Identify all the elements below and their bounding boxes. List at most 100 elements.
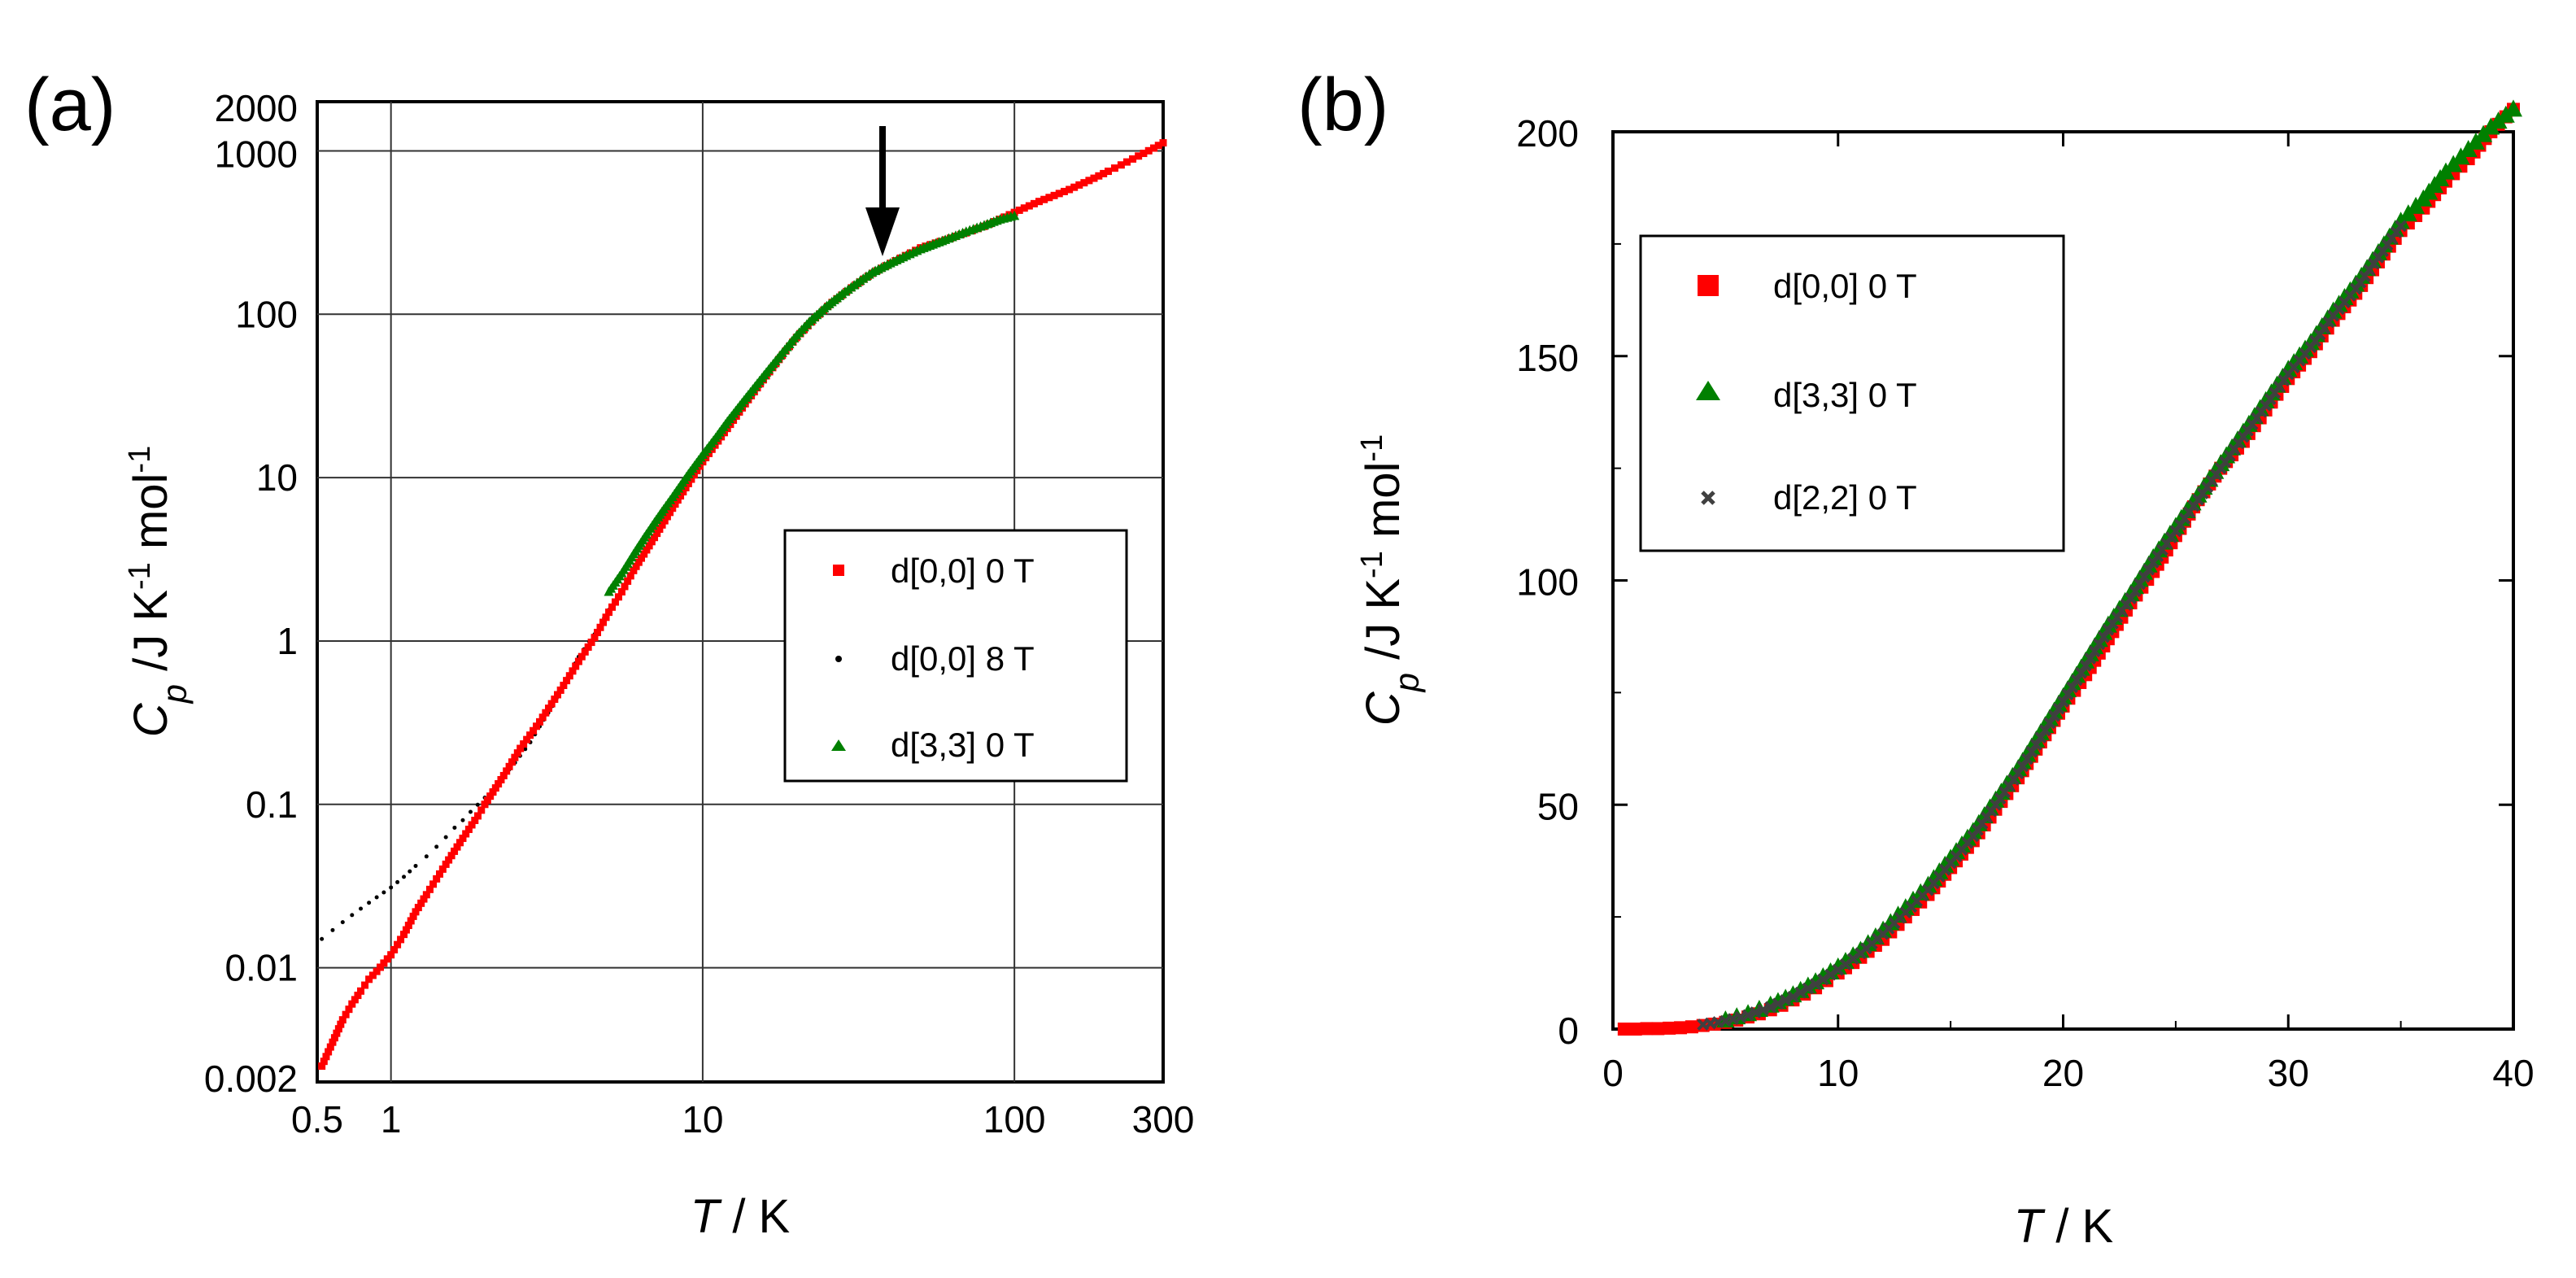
panel-b-y-tick-label: 50 bbox=[1537, 785, 1579, 827]
d00-0T-point bbox=[526, 731, 534, 739]
legend-square-marker bbox=[833, 565, 844, 576]
d00-0T-point bbox=[402, 926, 410, 934]
d00-0T-point bbox=[621, 582, 629, 591]
d00-0T-point bbox=[365, 975, 373, 984]
d00-0T-point bbox=[495, 780, 503, 788]
d33-0T-point bbox=[1009, 210, 1020, 220]
d00-0T-point bbox=[508, 758, 516, 766]
d00-0T-point bbox=[433, 875, 441, 883]
d00-0T-point bbox=[591, 634, 599, 642]
d00-0T-point bbox=[1144, 146, 1153, 155]
d00-0T-point bbox=[361, 981, 369, 989]
b-d22-0T-point bbox=[1764, 1001, 1777, 1014]
d00-0T-point bbox=[1060, 187, 1068, 195]
d00-0T-point bbox=[602, 613, 610, 622]
d00-0T-point bbox=[409, 912, 417, 920]
legend-label-d22-0T: d[2,2] 0 T bbox=[1773, 478, 1917, 517]
d00-8T-point bbox=[320, 936, 325, 941]
d00-0T-point bbox=[334, 1025, 342, 1033]
d00-0T-point bbox=[445, 856, 453, 864]
b-d22-0T-point bbox=[2142, 563, 2155, 576]
d00-0T-point bbox=[397, 936, 405, 944]
legend-cross-marker bbox=[1701, 491, 1715, 505]
y-label-italic: C bbox=[1357, 691, 1410, 726]
d00-0T-point bbox=[322, 1053, 330, 1061]
b-d22-0T-point bbox=[2070, 674, 2083, 687]
d00-0T-point bbox=[489, 788, 497, 796]
panel-b-y-tick-label: 150 bbox=[1516, 337, 1579, 379]
panel-b-x-tick-label: 10 bbox=[1817, 1052, 1859, 1094]
legend-label-d33-0T: d[3,3] 0 T bbox=[1773, 376, 1917, 414]
d00-0T-point bbox=[569, 667, 577, 675]
d00-0T-point bbox=[634, 558, 643, 566]
b-d22-0T-point bbox=[1809, 978, 1822, 991]
panel-b-x-tick-label: 30 bbox=[2268, 1052, 2309, 1094]
d00-0T-point bbox=[545, 704, 553, 713]
d00-0T-point bbox=[477, 806, 486, 814]
d00-0T-point bbox=[699, 458, 707, 466]
d00-0T-point bbox=[547, 700, 556, 708]
panel-a-x-ticks: 0.5 1 10 100 300 bbox=[291, 1098, 1194, 1141]
panel-a-y-tick-label: 1000 bbox=[215, 133, 298, 175]
d00-0T-point bbox=[645, 542, 653, 550]
d00-0T-point bbox=[723, 425, 731, 433]
b-d22-0T-point bbox=[2093, 638, 2106, 651]
d00-0T-point bbox=[1015, 206, 1023, 214]
d00-0T-point bbox=[462, 830, 470, 838]
d00-0T-point bbox=[464, 825, 473, 833]
b-d22-0T-point bbox=[2016, 760, 2029, 773]
b-d22-0T-point bbox=[1824, 968, 1837, 981]
d00-0T-point bbox=[453, 843, 461, 851]
d00-0T-point bbox=[459, 834, 467, 842]
d00-8T-point bbox=[452, 825, 457, 830]
d00-0T-point bbox=[1020, 204, 1028, 212]
d00-0T-point bbox=[614, 593, 622, 601]
d00-8T-point bbox=[408, 869, 412, 874]
d00-8T-point bbox=[374, 895, 379, 900]
x-label-italic: T bbox=[2014, 1200, 2046, 1253]
b-d22-0T-point bbox=[2129, 585, 2142, 598]
b-d22-0T-point bbox=[2052, 702, 2065, 715]
d00-0T-point bbox=[318, 1062, 326, 1071]
d00-0T-point bbox=[520, 740, 528, 748]
b-d22-0T-point bbox=[1794, 986, 1807, 999]
b-d22-0T-point bbox=[2084, 652, 2097, 665]
d00-0T-point bbox=[345, 1005, 353, 1014]
d00-0T-point bbox=[682, 483, 690, 491]
d00-0T-point bbox=[1135, 152, 1143, 160]
d00-0T-point bbox=[1045, 194, 1053, 202]
d00-0T-point bbox=[677, 492, 685, 500]
b-d22-0T-point bbox=[2057, 695, 2069, 708]
b-d22-0T-point bbox=[2043, 717, 2056, 730]
d00-0T-point bbox=[679, 487, 687, 495]
d00-0T-point bbox=[594, 628, 602, 636]
d00-0T-point bbox=[357, 987, 365, 995]
d00-0T-point bbox=[656, 525, 664, 533]
d00-0T-point bbox=[394, 940, 402, 949]
panel-b-x-ticks: 0 10 20 30 40 bbox=[1602, 132, 2535, 1094]
d00-0T-point bbox=[643, 546, 651, 554]
d00-0T-point bbox=[1030, 199, 1038, 207]
panel-b-legend: d[0,0] 0 T d[3,3] 0 T d[2,2] 0 T bbox=[1639, 234, 2065, 552]
legend-label-d00-0T: d[0,0] 0 T bbox=[1773, 267, 1917, 305]
d00-0T-point bbox=[517, 744, 525, 752]
d00-0T-point bbox=[351, 996, 359, 1004]
d00-0T-point bbox=[387, 951, 395, 959]
d00-0T-point bbox=[1025, 202, 1033, 210]
d00-0T-point bbox=[1090, 174, 1098, 182]
panel-a-label: (a) bbox=[24, 63, 116, 146]
d00-0T-point bbox=[1140, 150, 1148, 158]
d00-8T-point bbox=[468, 809, 473, 814]
legend-dot-marker bbox=[835, 656, 842, 662]
d00-0T-point bbox=[663, 513, 671, 521]
d00-0T-point bbox=[1070, 183, 1079, 191]
d00-0T-point bbox=[456, 839, 464, 847]
panel-a-arrow-annotation bbox=[865, 126, 900, 256]
d00-0T-point bbox=[499, 771, 508, 779]
d00-0T-point bbox=[513, 749, 521, 757]
d00-0T-point bbox=[640, 550, 648, 558]
d00-8T-point bbox=[434, 844, 439, 849]
b-d22-0T-point bbox=[2075, 666, 2088, 679]
d00-0T-point bbox=[412, 908, 420, 916]
